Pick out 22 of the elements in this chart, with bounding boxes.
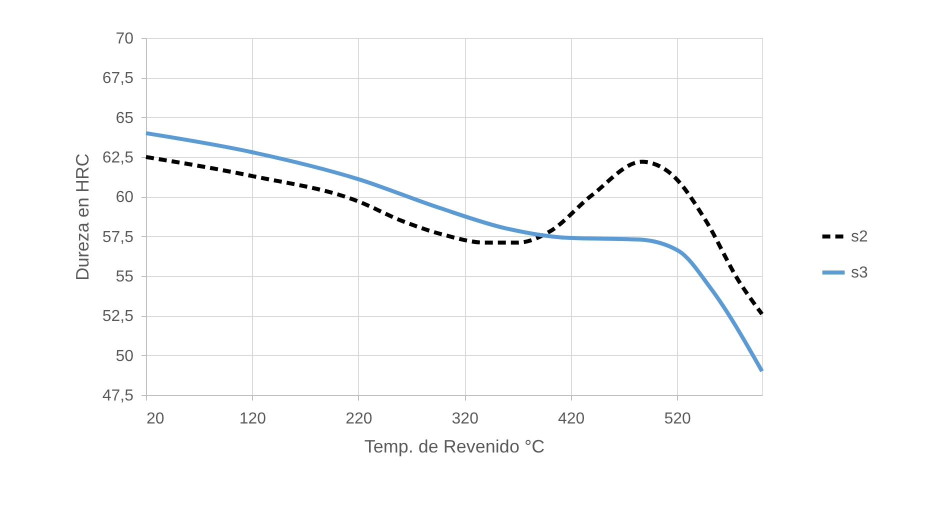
y-tick-label: 62,5 xyxy=(102,150,134,166)
x-tick-label: 420 xyxy=(558,410,585,428)
x-tick-label: 220 xyxy=(346,410,372,428)
y-tick-label: 65 xyxy=(116,110,134,127)
y-tick-label: 57,5 xyxy=(102,228,134,246)
x-tick-label: 120 xyxy=(239,410,266,428)
line-series xyxy=(144,155,764,316)
line-series xyxy=(144,131,764,374)
x-tick-label: 520 xyxy=(664,410,691,428)
y-tick-label: 67,5 xyxy=(102,70,134,88)
y-tick-label: 47,5 xyxy=(102,388,134,404)
y-tick-label: 52,5 xyxy=(102,308,134,326)
x-tick-label: 20 xyxy=(146,410,164,428)
y-tick-label: 70 xyxy=(116,30,134,48)
y-tick-label: 60 xyxy=(116,189,134,206)
legend-label: s3 xyxy=(851,264,868,282)
x-tick-label: 320 xyxy=(452,410,479,428)
x-axis-title: Temp. de Revenido °C xyxy=(364,436,545,456)
y-tick-label: 55 xyxy=(116,268,134,286)
legend-label: s2 xyxy=(851,228,868,246)
y-axis-title: Dureza en HRC xyxy=(72,153,92,281)
y-tick-label: 50 xyxy=(116,348,134,365)
